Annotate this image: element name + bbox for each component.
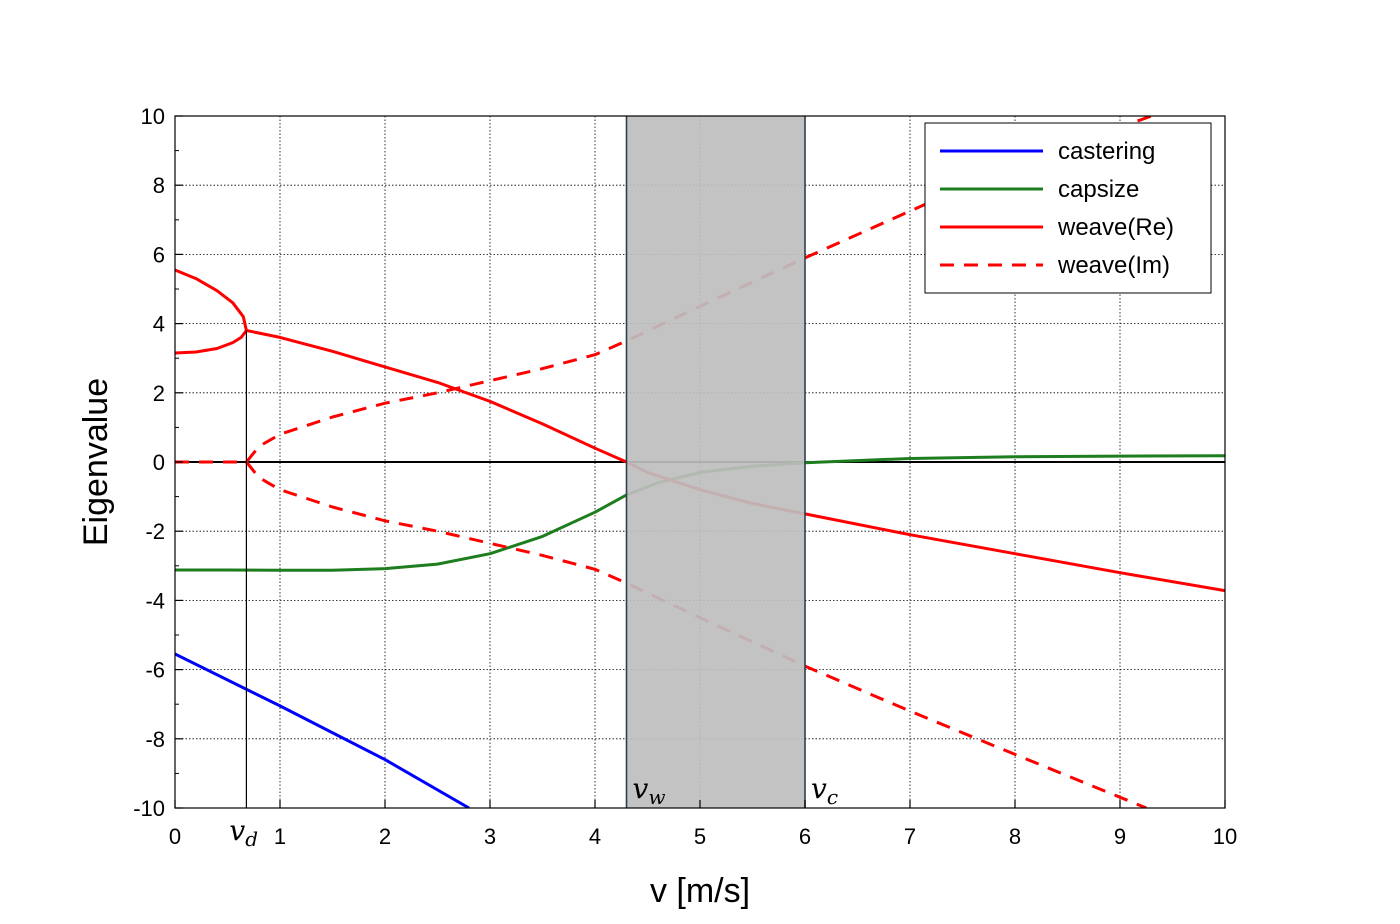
y-tick-label: -10 [133,796,165,821]
y-tick-label: 2 [153,381,165,406]
y-tick-label: 6 [153,242,165,267]
series-line-capsize [175,454,1225,572]
legend-label: weave(Im) [1057,252,1170,279]
shaded-band [626,116,805,808]
series-lines [175,116,1225,808]
y-tick-label: -6 [145,658,165,683]
series-line-weave-branch [175,329,248,355]
y-tick-label: 0 [153,450,165,475]
axis-ticks: 0 1 2 3 4 5 6 7 8 9 10 -10 -8 -6 -4 -2 0 2 4 6 8 10 [133,104,1237,849]
legend: castering capsize weave(Re) weave(Im) [924,122,1212,294]
marker-subscript: w [648,785,665,809]
x-tick-label: 9 [1114,824,1126,849]
x-tick-label: 0 [169,824,181,849]
y-tick-label: -8 [145,727,165,752]
x-tick-label: 3 [484,824,496,849]
series-line-weave-im- [175,116,1153,464]
x-tick-label: 4 [589,824,601,849]
x-tick-label: 10 [1213,824,1237,849]
y-tick-label: 8 [153,173,165,198]
series-line-castering [175,652,470,808]
y-axis-title: Eigenvalue [77,378,115,546]
x-tick-label: 5 [694,824,706,849]
marker-label-d: vd [229,814,258,851]
x-tick-label: 1 [274,824,286,849]
legend-label: castering [1058,138,1155,165]
y-tick-label: 10 [141,104,165,129]
marker-subscript: d [245,827,258,851]
x-tick-label: 7 [904,824,916,849]
y-tick-label: -4 [145,588,165,613]
series-line-weave-re- [175,268,1225,593]
legend-label: weave(Re) [1057,214,1174,241]
x-tick-label: 6 [799,824,811,849]
x-tick-label: 2 [379,824,391,849]
shaded-region [626,116,805,808]
marker-subscript: c [827,785,838,809]
y-tick-label: -2 [145,519,165,544]
x-tick-label: 8 [1009,824,1021,849]
y-tick-label: 4 [153,312,165,337]
legend-label: capsize [1058,176,1139,203]
series-line-weave-branch [245,461,1147,808]
x-axis-title: v [m/s] [650,872,750,910]
